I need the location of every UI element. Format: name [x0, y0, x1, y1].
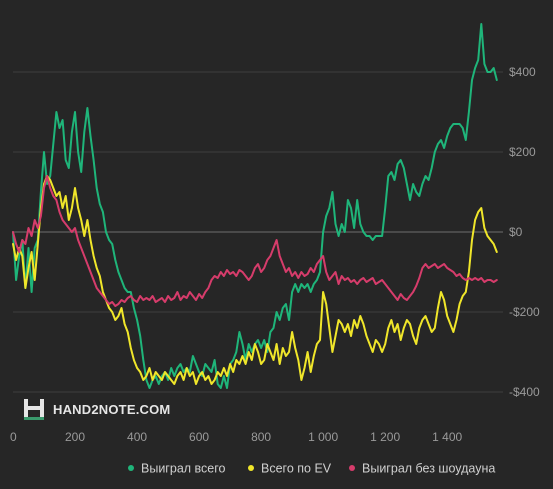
y-tick-label: -$200	[509, 305, 540, 319]
series-line-1	[12, 23, 498, 389]
legend-label: Выиграл всего	[141, 462, 226, 476]
series-lines	[12, 23, 498, 389]
hand2note-logo: HAND2NOTE.COM	[24, 399, 170, 420]
x-tick-label: 400	[127, 430, 147, 444]
x-axis-ticks: 0 200 400 600 800 1 000 1 200 1 400	[10, 430, 463, 444]
y-tick-label: $400	[509, 65, 536, 79]
y-tick-label: -$400	[509, 385, 540, 399]
series-line-2	[12, 175, 498, 385]
hand2note-logo-text: HAND2NOTE.COM	[53, 402, 170, 417]
legend-label: Выиграл без шоудауна	[362, 462, 495, 476]
series-line-3	[12, 175, 498, 307]
legend-item[interactable]: Выиграл всего	[128, 462, 226, 476]
legend-marker	[248, 465, 254, 471]
x-tick-label: 600	[189, 430, 209, 444]
legend-label: Всего по EV	[261, 462, 332, 476]
legend-marker	[349, 465, 355, 471]
x-tick-label: 0	[10, 430, 17, 444]
y-axis-ticks: $400 $200 $0 -$200 -$400	[509, 65, 540, 399]
legend-marker	[128, 465, 134, 471]
x-tick-label: 200	[65, 430, 85, 444]
x-tick-label: 800	[251, 430, 271, 444]
grid	[13, 71, 503, 393]
x-tick-label: 1 000	[308, 430, 338, 444]
hand2note-logo-icon	[24, 399, 44, 420]
legend-item[interactable]: Выиграл без шоудауна	[349, 462, 495, 476]
legend-item[interactable]: Всего по EV	[248, 462, 332, 476]
y-tick-label: $200	[509, 145, 536, 159]
x-tick-label: 1 200	[370, 430, 400, 444]
x-tick-label: 1 400	[432, 430, 462, 444]
y-tick-label: $0	[509, 225, 523, 239]
legend: Выиграл всего Всего по EV Выиграл без шоуд…	[128, 462, 495, 476]
